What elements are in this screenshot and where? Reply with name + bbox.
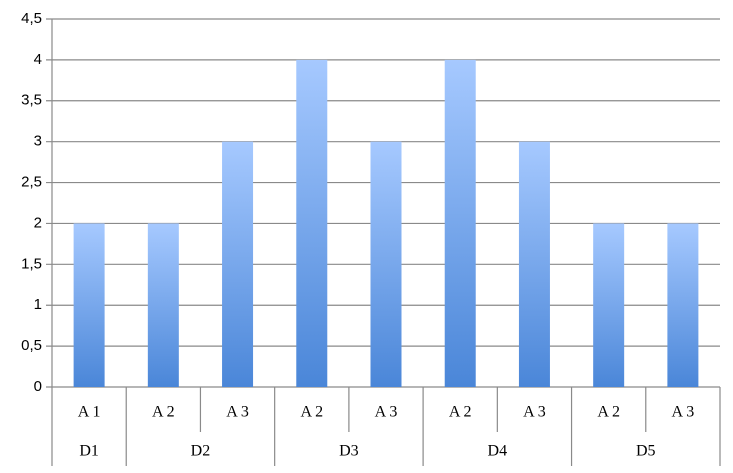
y-tick-label: 4	[34, 51, 42, 68]
y-tick-label: 0	[34, 378, 42, 395]
group-label: D3	[339, 443, 359, 460]
y-tick-label: 0,5	[21, 337, 42, 354]
bar	[444, 59, 476, 388]
bar	[147, 223, 179, 387]
y-tick-label: 3,5	[21, 92, 42, 109]
bar	[518, 141, 550, 387]
x-tick-label: A 3	[672, 404, 695, 421]
x-tick-label: A 2	[152, 404, 175, 421]
x-tick-label: A 2	[449, 404, 472, 421]
bar	[222, 141, 254, 387]
y-tick-label: 1,5	[21, 255, 42, 272]
group-label: D4	[488, 443, 508, 460]
x-tick-label: A 2	[597, 404, 620, 421]
bar	[296, 59, 328, 388]
bar	[593, 223, 625, 387]
y-tick-label: 3	[34, 133, 42, 150]
x-tick-label: A 3	[375, 404, 398, 421]
group-label: D2	[191, 443, 211, 460]
y-tick-label: 1	[34, 296, 42, 313]
bar	[73, 223, 105, 387]
x-tick-label: A 3	[523, 404, 546, 421]
x-tick-label: A 2	[300, 404, 323, 421]
bar	[667, 223, 699, 387]
y-tick-label: 2	[34, 214, 42, 231]
y-tick-label: 4,5	[21, 10, 42, 27]
group-label: D1	[79, 443, 99, 460]
group-label: D5	[636, 443, 656, 460]
x-tick-label: A 3	[226, 404, 249, 421]
bar	[370, 141, 402, 387]
x-tick-label: A 1	[78, 404, 101, 421]
y-tick-label: 2,5	[21, 174, 42, 191]
